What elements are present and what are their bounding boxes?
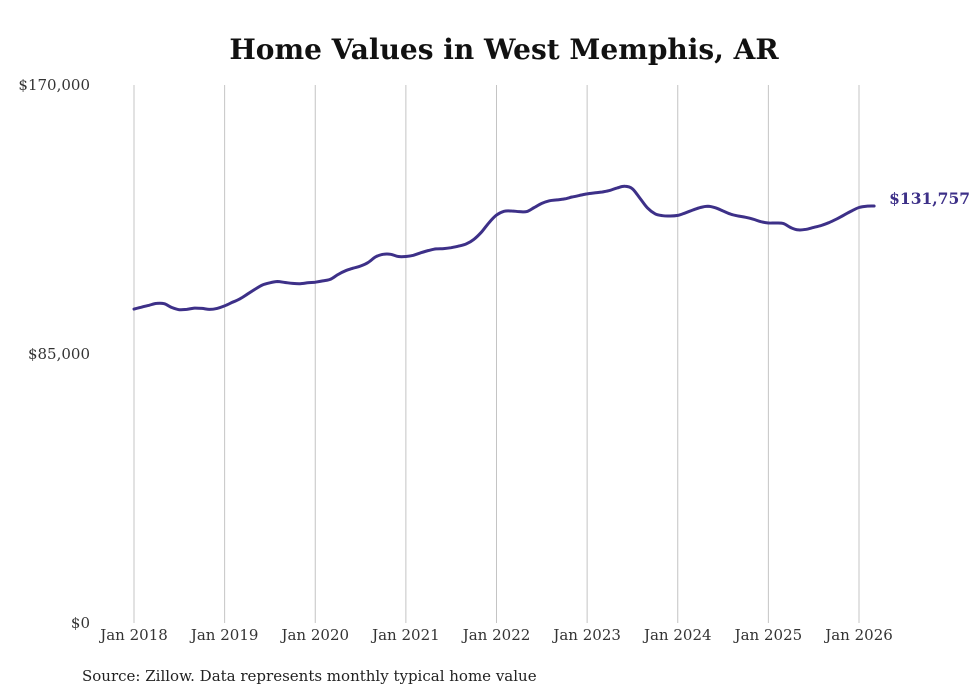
x-tick-label: Jan 2019 xyxy=(189,626,259,644)
x-tick-label: Jan 2026 xyxy=(823,626,893,644)
x-axis-ticks: Jan 2018 Jan 2019 Jan 2020 Jan 2021 Jan 2022… xyxy=(98,626,893,644)
y-tick-label: $170,000 xyxy=(18,76,90,94)
chart-title: Home Values in West Memphis, AR xyxy=(229,33,779,66)
y-tick-label: $85,000 xyxy=(28,345,90,363)
x-tick-label: Jan 2021 xyxy=(370,626,440,644)
x-tick-label: Jan 2023 xyxy=(551,626,621,644)
x-tick-label: Jan 2024 xyxy=(642,626,712,644)
y-tick-label: $0 xyxy=(71,614,90,632)
vertical-grid xyxy=(133,85,860,623)
latest-value-label: $131,757 xyxy=(889,189,970,208)
x-tick-label: Jan 2022 xyxy=(461,626,531,644)
home-value-line xyxy=(132,184,876,312)
y-axis-ticks: $0 $85,000 $170,000 xyxy=(18,76,90,632)
source-note: Source: Zillow. Data represents monthly … xyxy=(82,667,537,685)
x-tick-label: Jan 2020 xyxy=(279,626,349,644)
x-tick-label: Jan 2018 xyxy=(98,626,168,644)
x-tick-label: Jan 2025 xyxy=(733,626,803,644)
